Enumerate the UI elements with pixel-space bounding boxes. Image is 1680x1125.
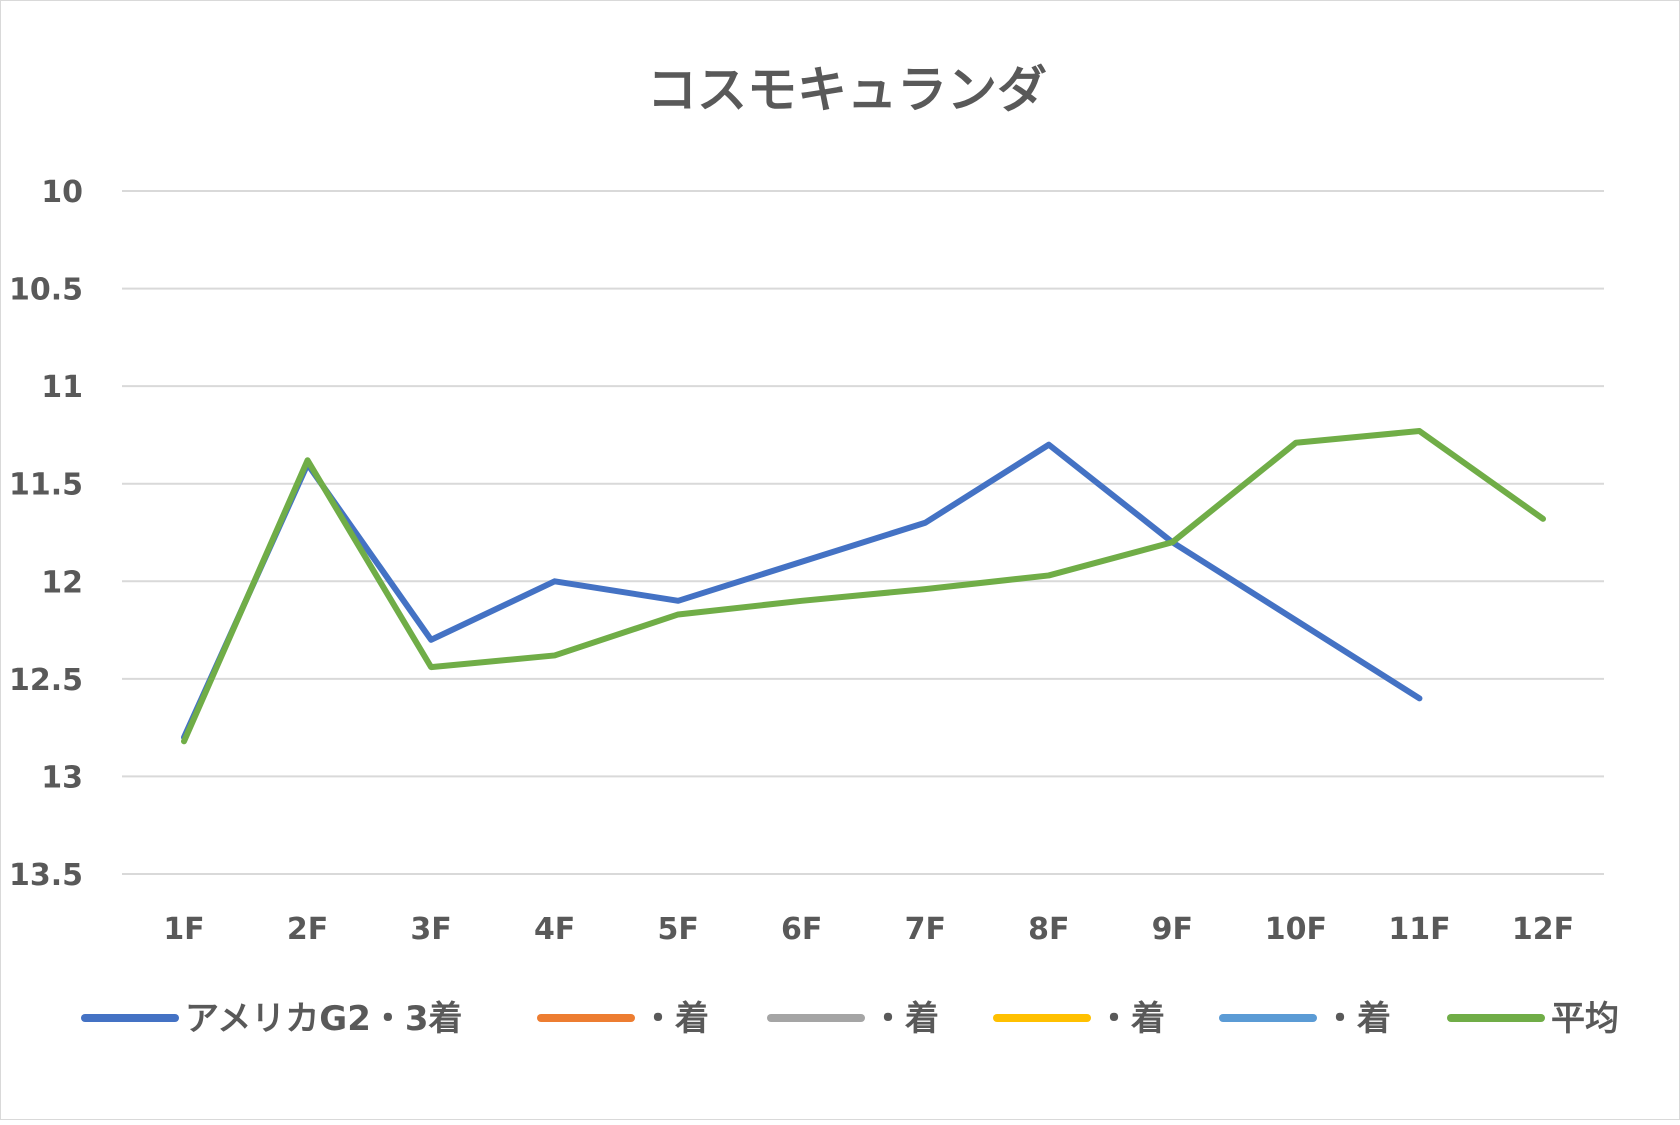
legend-label: ・着 [1323, 999, 1391, 1039]
series-line-0 [181, 441, 1423, 741]
x-tick-label: 9F [1152, 912, 1193, 947]
y-tick-label: 12 [41, 565, 83, 600]
x-tick-label: 11F [1388, 912, 1450, 947]
legend-label: アメリカG2・3着 [185, 999, 463, 1039]
x-tick-label: 10F [1265, 912, 1327, 947]
x-tick-label: 2F [287, 912, 328, 947]
y-tick-label: 10.5 [9, 273, 83, 308]
legend-label: ・着 [871, 999, 939, 1039]
x-tick-label: 12F [1512, 912, 1574, 947]
legend-label: ・着 [641, 999, 709, 1039]
legend-label: ・着 [1097, 999, 1165, 1039]
x-tick-label: 1F [163, 912, 204, 947]
y-tick-label: 11.5 [9, 468, 83, 503]
x-tick-label: 8F [1028, 912, 1069, 947]
x-tick-label: 7F [905, 912, 946, 947]
x-tick-label: 4F [534, 912, 575, 947]
y-tick-label: 12.5 [9, 663, 83, 698]
chart-title: コスモキュランダ [647, 61, 1047, 119]
legend-label: 平均 [1551, 999, 1619, 1039]
y-tick-label: 13 [41, 760, 83, 795]
y-tick-label: 10 [41, 175, 83, 210]
x-tick-label: 5F [657, 912, 698, 947]
x-tick-label: 6F [781, 912, 822, 947]
y-tick-label: 11 [41, 370, 83, 405]
x-tick-label: 3F [410, 912, 451, 947]
series-line-5 [181, 428, 1546, 745]
y-tick-label: 13.5 [9, 858, 83, 893]
